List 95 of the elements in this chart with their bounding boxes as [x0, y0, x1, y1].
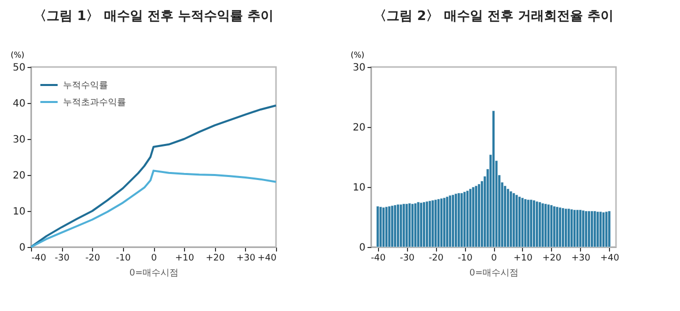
- x-tick-label: -30: [400, 254, 415, 264]
- bar: [437, 198, 440, 248]
- bar: [478, 184, 480, 248]
- bar: [567, 208, 570, 248]
- y-tick-label: 40: [12, 98, 26, 110]
- x-tick-label: +40: [600, 254, 620, 264]
- y-tick-label: 10: [12, 206, 26, 218]
- bar: [588, 210, 590, 248]
- bar: [526, 199, 530, 248]
- bar: [584, 210, 588, 248]
- bar: [573, 210, 576, 248]
- bar: [608, 210, 611, 248]
- bar: [512, 192, 516, 248]
- bar: [460, 192, 464, 248]
- bar: [547, 204, 550, 248]
- x-tick-label: -10: [116, 254, 131, 264]
- legend-label: 누적초과수익률: [63, 98, 126, 108]
- bar: [578, 210, 582, 248]
- bar: [538, 202, 542, 248]
- bar: [448, 195, 452, 248]
- bar: [518, 196, 521, 248]
- x-tick-label: +20: [542, 254, 562, 264]
- bar: [558, 207, 562, 248]
- chart-title: 〈그림 1〉 매수일 전후 누적수익률 추이: [34, 9, 274, 24]
- bar: [593, 210, 596, 248]
- bar: [599, 211, 602, 248]
- bar: [431, 200, 434, 248]
- bar: [492, 110, 495, 248]
- bar: [474, 186, 478, 248]
- bar: [552, 206, 556, 248]
- bar: [515, 194, 518, 248]
- x-tick-label: -40: [32, 254, 46, 264]
- bar: [442, 198, 446, 248]
- y-tick-label: 10: [352, 182, 366, 194]
- x-tick-label: +30: [236, 254, 256, 264]
- bar: [582, 210, 585, 248]
- bar: [416, 202, 420, 248]
- x-tick-label: +40: [258, 254, 277, 264]
- x-tick-label: -30: [54, 254, 70, 264]
- bar: [463, 192, 466, 248]
- bar: [405, 204, 408, 248]
- x-axis-title: 0=매수시점: [469, 268, 519, 278]
- bar: [602, 212, 605, 248]
- bar: [596, 211, 600, 248]
- bar: [452, 194, 454, 248]
- bar: [394, 204, 397, 248]
- y-tick-label: 20: [352, 122, 366, 134]
- bar: [446, 196, 449, 248]
- x-tick-label: +10: [513, 254, 533, 264]
- x-tick-label: 0: [491, 254, 498, 264]
- bar: [379, 206, 382, 248]
- bar: [524, 198, 527, 248]
- x-axis-title: 0=매수시점: [129, 268, 179, 278]
- bar: [541, 203, 544, 248]
- bar: [390, 205, 394, 248]
- y-tick-label: 0: [359, 242, 366, 254]
- bar: [396, 204, 400, 248]
- y-axis-title: (%): [10, 50, 24, 60]
- chart-title: 〈그림 2〉 매수일 전후 거래회전율 추이: [374, 9, 614, 24]
- bar: [506, 188, 510, 248]
- y-tick-label: 50: [12, 62, 26, 74]
- bar: [504, 186, 507, 248]
- bar: [434, 199, 438, 248]
- bar: [564, 208, 568, 248]
- bar: [530, 199, 533, 248]
- x-tick-label: -20: [428, 254, 444, 264]
- y-tick-label: 30: [12, 134, 26, 146]
- y-axis-title: (%): [350, 50, 364, 60]
- bar: [376, 206, 380, 248]
- bar: [532, 200, 536, 248]
- bar: [472, 186, 475, 248]
- x-tick-label: -20: [85, 254, 100, 264]
- x-tick-label: -40: [370, 254, 386, 264]
- bar: [570, 209, 574, 248]
- x-tick-label: +30: [571, 254, 591, 264]
- y-tick-label: 20: [12, 170, 26, 182]
- x-tick-label: +20: [206, 254, 226, 264]
- x-tick-label: +10: [175, 254, 194, 264]
- bar: [422, 202, 426, 248]
- bar: [408, 203, 412, 248]
- bar: [388, 206, 391, 248]
- bar: [544, 204, 548, 248]
- bar: [468, 188, 472, 248]
- x-tick-label: 0: [151, 254, 158, 264]
- bar: [411, 204, 414, 248]
- bar: [420, 202, 423, 248]
- legend-label: 누적수익률: [63, 81, 108, 91]
- bar: [556, 206, 559, 248]
- bar: [402, 204, 406, 248]
- bar: [428, 200, 432, 248]
- y-tick-label: 30: [352, 62, 366, 74]
- bar: [457, 192, 460, 248]
- bar: [382, 207, 385, 248]
- y-tick-label: 0: [19, 242, 26, 254]
- x-tick-label: -10: [458, 254, 473, 264]
